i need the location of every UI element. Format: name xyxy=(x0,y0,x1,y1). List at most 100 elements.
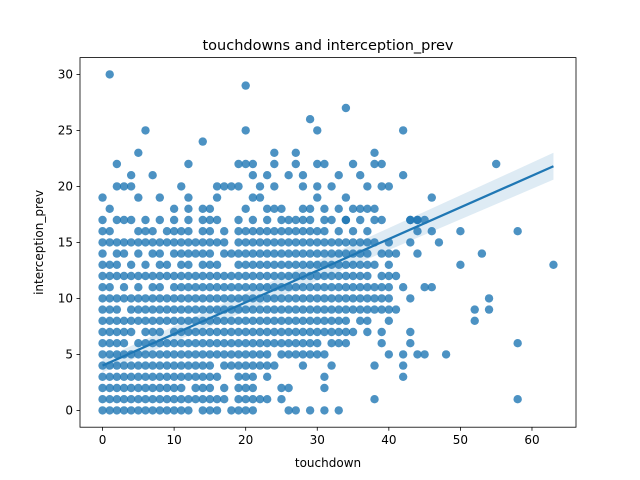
data-point xyxy=(363,283,371,291)
data-point xyxy=(206,350,214,358)
data-point xyxy=(435,238,443,246)
data-point xyxy=(199,373,207,381)
data-point xyxy=(141,272,149,280)
data-point xyxy=(156,361,164,369)
data-point xyxy=(327,216,335,224)
data-point xyxy=(299,317,307,325)
data-point xyxy=(141,261,149,269)
data-point xyxy=(363,182,371,190)
data-point xyxy=(263,294,271,302)
data-point xyxy=(263,283,271,291)
data-point xyxy=(263,227,271,235)
data-point xyxy=(356,272,364,280)
data-point xyxy=(241,339,249,347)
data-point xyxy=(277,294,285,302)
data-point xyxy=(249,193,257,201)
data-point xyxy=(127,171,135,179)
data-point xyxy=(335,317,343,325)
data-point xyxy=(377,305,385,313)
data-point xyxy=(120,328,128,336)
data-point xyxy=(177,373,185,381)
data-point xyxy=(206,328,214,336)
data-point xyxy=(263,373,271,381)
data-point xyxy=(98,216,106,224)
data-point xyxy=(184,160,192,168)
data-point xyxy=(256,182,264,190)
data-point xyxy=(377,328,385,336)
data-point xyxy=(335,272,343,280)
data-point xyxy=(234,216,242,224)
data-point xyxy=(98,339,106,347)
data-point xyxy=(428,193,436,201)
data-point xyxy=(220,339,228,347)
data-point xyxy=(399,126,407,134)
data-point xyxy=(191,350,199,358)
data-point xyxy=(270,261,278,269)
data-point xyxy=(299,216,307,224)
data-point xyxy=(241,81,249,89)
data-point xyxy=(234,272,242,280)
data-point xyxy=(385,350,393,358)
data-point xyxy=(163,294,171,302)
data-point xyxy=(156,395,164,403)
data-point xyxy=(206,294,214,302)
data-point xyxy=(370,361,378,369)
data-point xyxy=(120,406,128,414)
data-point xyxy=(106,238,114,246)
data-point xyxy=(227,350,235,358)
data-point xyxy=(241,272,249,280)
data-point xyxy=(241,317,249,325)
data-point xyxy=(292,339,300,347)
data-point xyxy=(213,406,221,414)
data-point xyxy=(377,294,385,302)
data-point xyxy=(163,384,171,392)
data-point xyxy=(549,261,557,269)
data-point xyxy=(277,249,285,257)
data-point xyxy=(213,395,221,403)
data-point xyxy=(249,261,257,269)
data-point xyxy=(377,339,385,347)
data-point xyxy=(320,238,328,246)
data-point xyxy=(227,283,235,291)
data-point xyxy=(241,406,249,414)
data-point xyxy=(177,395,185,403)
data-point xyxy=(342,283,350,291)
data-point xyxy=(98,272,106,280)
data-point xyxy=(213,294,221,302)
data-point xyxy=(370,305,378,313)
data-point xyxy=(141,406,149,414)
data-point xyxy=(177,305,185,313)
data-point xyxy=(370,294,378,302)
data-point xyxy=(456,227,464,235)
data-point xyxy=(134,249,142,257)
data-point xyxy=(120,384,128,392)
data-point xyxy=(163,373,171,381)
data-point xyxy=(335,238,343,246)
data-point xyxy=(349,205,357,213)
data-point xyxy=(420,283,428,291)
y-tick-label: 15 xyxy=(58,236,73,250)
data-point xyxy=(327,249,335,257)
data-point xyxy=(106,227,114,235)
data-point xyxy=(263,395,271,403)
data-point xyxy=(335,294,343,302)
data-point xyxy=(320,305,328,313)
data-point xyxy=(220,249,228,257)
data-point xyxy=(370,216,378,224)
data-point xyxy=(335,171,343,179)
data-point xyxy=(256,339,264,347)
y-tick-label: 10 xyxy=(58,292,73,306)
data-point xyxy=(342,294,350,302)
data-point xyxy=(199,137,207,145)
data-point xyxy=(249,339,257,347)
data-point xyxy=(327,339,335,347)
data-point xyxy=(256,305,264,313)
data-point xyxy=(163,227,171,235)
data-point xyxy=(191,272,199,280)
data-point xyxy=(284,238,292,246)
data-point xyxy=(177,249,185,257)
data-point xyxy=(170,283,178,291)
data-point xyxy=(113,339,121,347)
data-point xyxy=(156,305,164,313)
data-point xyxy=(98,238,106,246)
